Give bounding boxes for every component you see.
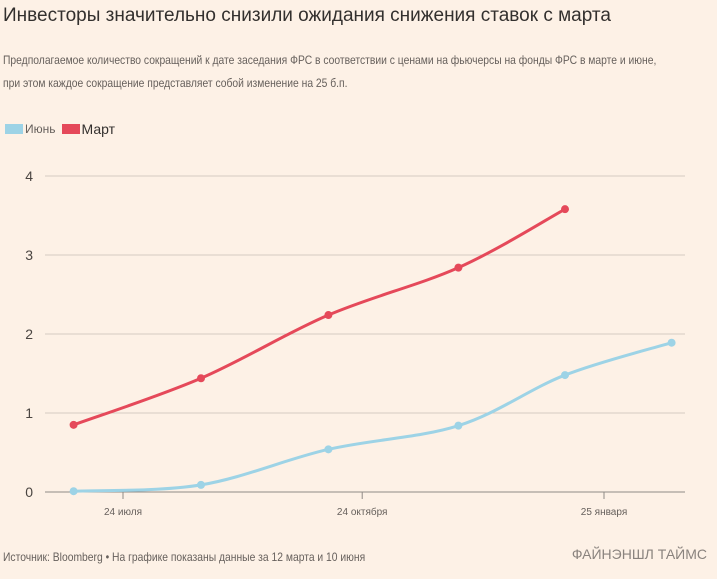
data-point-march (561, 205, 569, 214)
y-tick-label: 3 (25, 247, 33, 263)
subtitle-line-1: Предполагаемое количество сокращений к д… (3, 53, 657, 67)
data-point-june (197, 480, 205, 489)
x-tick-label: 24 октября (337, 506, 388, 518)
data-point-march (324, 311, 333, 320)
series-line-june (73, 341, 673, 493)
y-tick-label: 1 (25, 405, 33, 421)
data-point-june (561, 371, 569, 380)
data-point-march (197, 374, 205, 383)
series-line-march (73, 207, 566, 427)
data-point-june (69, 487, 78, 496)
legend-swatch-june (5, 124, 23, 134)
x-tick-label: 25 января (581, 507, 627, 518)
legend-label-june: Июнь (25, 122, 56, 136)
chart-title: Инвесторы значительно снизили ожидания с… (3, 5, 611, 26)
data-point-june (667, 338, 676, 347)
subtitle-line-2: при этом каждое сокращение представляет … (3, 76, 348, 90)
y-tick-label: 4 (25, 168, 33, 184)
data-point-march (69, 420, 78, 429)
source-note: Источник: Bloomberg • На графике показан… (3, 550, 366, 564)
brand-logo: ФАЙНЭНШЛ ТАЙМС (571, 546, 707, 562)
legend-label-march: Март (81, 121, 116, 137)
legend: Июнь Март (5, 121, 115, 137)
data-point-june (324, 445, 333, 454)
legend-swatch-march (61, 124, 80, 134)
data-point-june (454, 421, 463, 430)
data-point-march (454, 263, 463, 272)
y-tick-label: 2 (25, 326, 33, 342)
y-tick-label: 0 (25, 484, 33, 500)
x-tick-label: 24 июля (104, 507, 142, 518)
